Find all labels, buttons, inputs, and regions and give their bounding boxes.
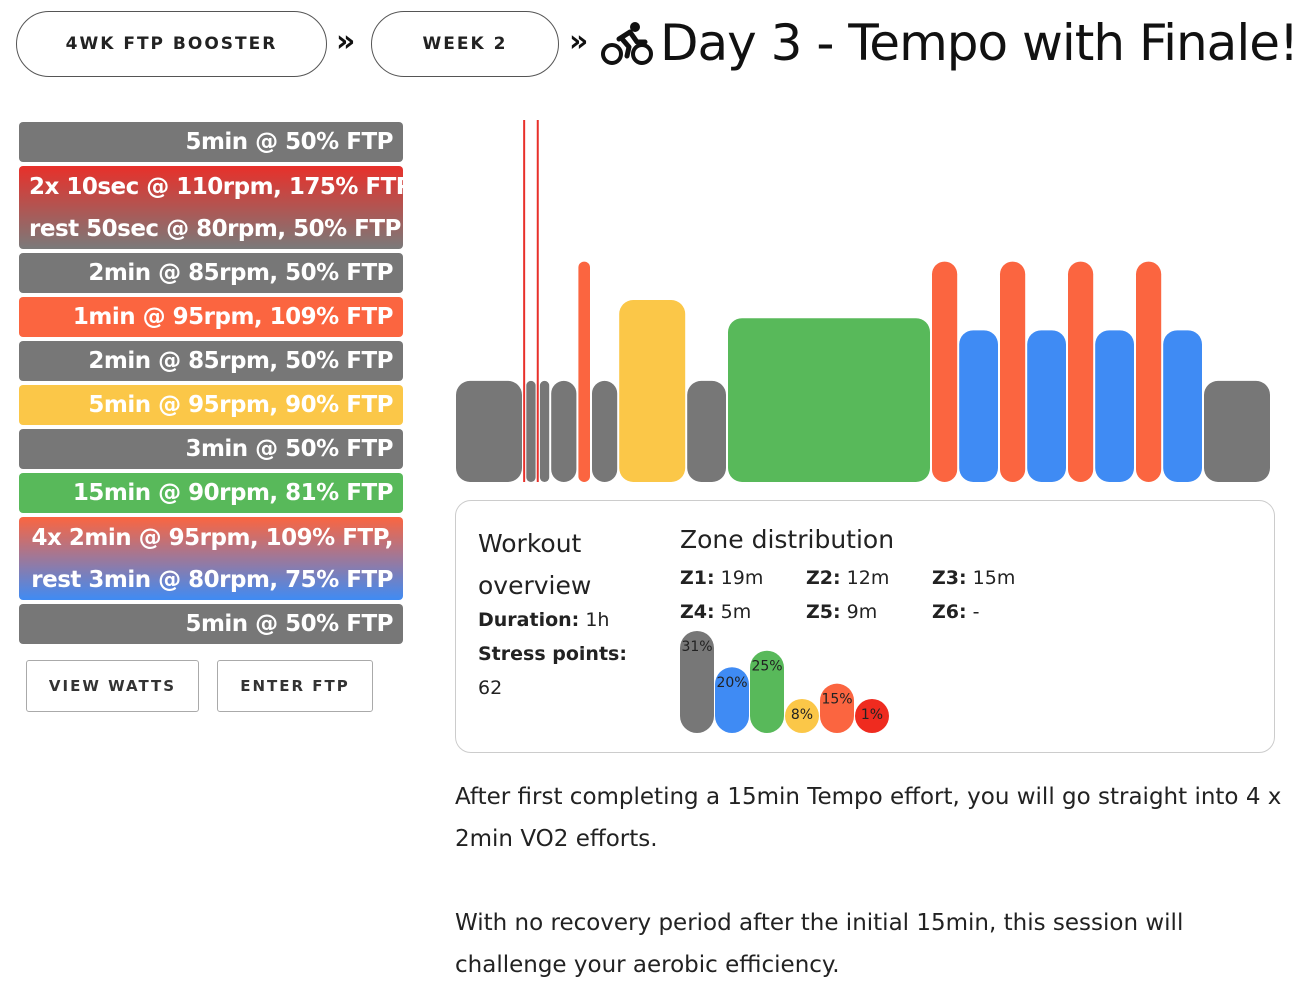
stress-points-value: 62 [478,677,503,699]
interval-text: 15min @ 90rpm, 81% FTP [72,480,394,506]
interval-bar [592,380,618,482]
zone-bar [785,699,819,733]
zone-bar [855,699,889,733]
zone-value: - [972,601,980,623]
breadcrumb-separator: » [336,24,356,59]
zone-time-cell: Z5: 9m [806,601,877,623]
zone-bar [750,650,784,733]
interval-bar [526,380,536,482]
zone-label: Z4: [680,601,715,623]
breadcrumb-separator: » [569,24,589,59]
zone-bar [820,683,854,733]
view-watts-button[interactable]: VIEW WATTS [26,660,199,712]
sprint-marker [523,120,526,482]
interval-text: 2x 10sec @ 110rpm, 175% FTP, [29,173,417,200]
interval-bar [1068,261,1094,482]
interval-text: 5min @ 50% FTP [185,611,393,637]
interval-text: 4x 2min @ 95rpm, 109% FTP, [31,524,394,551]
zone-bar [680,631,714,733]
interval-bar [687,380,726,482]
interval-text: rest 50sec @ 80rpm, 50% FTP [29,215,401,242]
zone-label: Z6: [932,601,967,623]
interval-text: rest 3min @ 80rpm, 75% FTP [31,566,393,593]
zone-time-cell: Z4: 5m [680,601,751,623]
zone-label: Z2: [806,567,841,589]
page-title: Day 3 - Tempo with Finale! [660,14,1299,72]
interval-item: 2min @ 85rpm, 50% FTP [19,341,403,381]
zone-time-cell: Z6: - [932,601,980,623]
interval-bar [1000,261,1026,482]
interval-bar [728,318,930,482]
zone-label: Z1: [680,567,715,589]
zone-value: 9m [846,601,878,623]
zone-value: 19m [720,567,764,589]
interval-item: 5min @ 50% FTP [19,604,403,644]
description-paragraph: After first completing a 15min Tempo eff… [455,784,1282,852]
interval-item: 15min @ 90rpm, 81% FTP [19,473,403,513]
interval-bar [1027,330,1066,482]
interval-bar [959,330,998,482]
interval-item: 5min @ 95rpm, 90% FTP [19,385,403,425]
interval-bar [456,380,522,482]
zone-percent-label: 15% [821,692,852,708]
interval-bar [1204,380,1270,482]
duration-row: Duration: 1h [478,609,609,631]
zone-distribution-title: Zone distribution [680,525,895,554]
interval-bar [619,300,686,482]
zone-time-cell: Z3: 15m [932,567,1015,589]
interval-bar [1136,261,1162,482]
interval-item: 4x 2min @ 95rpm, 109% FTP, rest 3min @ 80… [19,517,403,600]
interval-item: 1min @ 95rpm, 109% FTP [19,297,403,337]
interval-item: 2x 10sec @ 110rpm, 175% FTP, rest 50sec @… [19,166,417,249]
zone-time-cell: Z1: 19m [680,567,763,589]
interval-bar [1163,330,1202,482]
interval-bar [551,380,577,482]
interval-text: 3min @ 50% FTP [185,436,393,462]
interval-item: 2min @ 85rpm, 50% FTP [19,253,403,293]
plan-breadcrumb-button[interactable]: 4WK FTP BOOSTER [16,11,327,77]
zone-distribution-chart: 31% 20%25% 8% 15% 1% [680,631,889,733]
interval-bar [932,261,958,482]
description-paragraph: With no recovery period after the initia… [455,910,1184,978]
zone-value: 15m [972,567,1016,589]
zone-time-cell: Z2: 12m [806,567,889,589]
stress-points-label: Stress points: [478,643,627,665]
interval-text: 2min @ 85rpm, 50% FTP [88,348,393,374]
enter-ftp-button[interactable]: ENTER FTP [217,660,373,712]
zone-percent-label: 8% [791,707,813,723]
interval-text: 5min @ 95rpm, 90% FTP [88,392,393,418]
interval-text: 1min @ 95rpm, 109% FTP [72,304,394,330]
plan-breadcrumb-label: 4WK FTP BOOSTER [65,34,278,54]
overview-title: Workout overview [478,529,592,600]
interval-list: 5min @ 50% FTP 2x 10sec @ 110rpm, 175% FT… [19,122,417,648]
interval-bar [578,261,590,482]
sprint-marker [536,120,539,482]
workout-overview-panel: Workout overview Duration: 1h Stress poi… [455,500,1275,753]
workout-profile-chart [456,120,1270,482]
zone-percent-label: 31% [681,639,712,655]
week-breadcrumb-label: WEEK 2 [422,34,508,54]
duration-value: 1h [585,609,610,631]
zone-percent-label: 20% [716,675,747,691]
interval-text: 5min @ 50% FTP [185,129,393,155]
interval-text: 2min @ 85rpm, 50% FTP [88,260,393,286]
zone-percent-label: 1% [861,707,883,723]
cyclist-icon [601,22,653,65]
zone-bar [715,667,749,733]
zone-percent-label: 25% [751,659,782,675]
interval-bar [1095,330,1134,482]
zone-value: 12m [846,567,890,589]
zone-label: Z3: [932,567,967,589]
interval-bar [539,380,550,482]
duration-label: Duration: [478,609,580,631]
zone-value: 5m [720,601,752,623]
stress-points-label-row: Stress points: [478,643,627,665]
interval-item: 5min @ 50% FTP [19,122,403,162]
zone-label: Z5: [806,601,841,623]
interval-item: 3min @ 50% FTP [19,429,403,469]
week-breadcrumb-button[interactable]: WEEK 2 [371,11,559,77]
